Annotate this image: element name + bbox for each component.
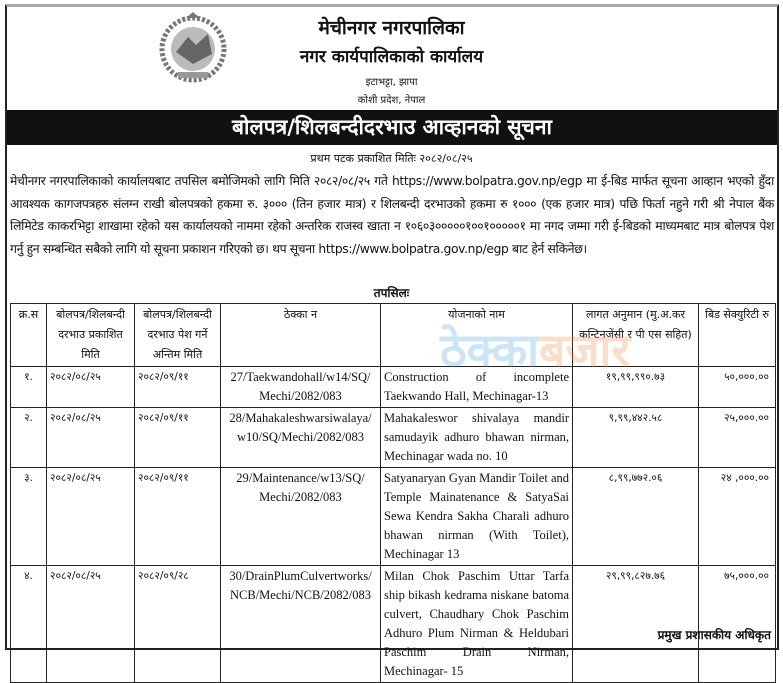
cell-bid-security: २५,०००.०० xyxy=(698,407,776,468)
cell-deadline: २०८२/०९/११ xyxy=(134,467,221,566)
table-caption: तपसिलः xyxy=(373,286,410,300)
cell-bid-security: ५०,०००.०० xyxy=(698,366,776,408)
cell-contract-no: 28/Mahakaleshwarsiwalaya/ w10/SQ/Mechi/2… xyxy=(220,407,381,468)
cell-sn: ३. xyxy=(10,467,47,566)
cell-contract-no: 30/DrainPlumCulvertworks/ NCB/Mechi/NCB/… xyxy=(220,565,381,683)
table-header-row: क्र.स बोलपत्र/शिलबन्दी दरभाउ प्रकाशित मि… xyxy=(10,303,776,367)
office-name: नगर कार्यपालिकाको कार्यालय xyxy=(299,47,484,67)
cell-deadline: २०८२/०९/११ xyxy=(134,366,221,408)
cell-contract-no: 27/Taekwandohall/w14/SQ/ Mechi/2082/083 xyxy=(220,366,381,408)
cell-published-date: २०८२/०८/२५ xyxy=(46,467,135,566)
notice-title: बोलपत्र/शिलबन्दीदरभाउ आव्हानको सूचना xyxy=(7,110,777,145)
cell-published-date: २०८२/०८/२५ xyxy=(46,366,135,408)
published-date: प्रथम पटक प्रकाशित मितिः २०८२/०८/२५ xyxy=(310,152,473,165)
table-row: ४. २०८२/०८/२५ २०८२/०९/२८ 30/DrainPlumCulver… xyxy=(10,565,776,683)
header-sn: क्र.स xyxy=(10,303,47,367)
cell-contract-no: 29/Maintenance/w13/SQ/ Mechi/2082/083 xyxy=(220,467,381,566)
cell-bid-security: २४ ,०००.०० xyxy=(698,467,776,566)
cell-cost-estimate: १९,९९,९९०.७३ xyxy=(572,366,699,408)
cell-sn: १. xyxy=(10,366,47,408)
cell-project-name: Milan Chok Paschim Uttar Tarfa ship bika… xyxy=(380,565,573,683)
header-deadline: बोलपत्र/शिलबन्दी दरभाउ पेश गर्ने अन्तिम … xyxy=(134,303,221,367)
header-bid-security: बिड सेक्युरिटी रु xyxy=(698,303,776,367)
address-line-1: इटाभट्टा, झापा xyxy=(365,77,418,88)
header-contract-no: ठेक्का न xyxy=(220,303,381,367)
cell-published-date: २०८२/०८/२५ xyxy=(46,407,135,468)
header-published-date: बोलपत्र/शिलबन्दी दरभाउ प्रकाशित मिति xyxy=(46,303,135,367)
table-row: २. २०८२/०८/२५ २०८२/०९/११ 28/Mahakaleshwarsi… xyxy=(10,407,776,468)
cell-bid-security: ७५,०००.०० xyxy=(698,565,776,683)
cell-sn: २. xyxy=(10,407,47,468)
cell-cost-estimate: ९,९९,४४२.५८ xyxy=(572,407,699,468)
cell-deadline: २०८२/०९/११ xyxy=(134,407,221,468)
signature-title: प्रमुख प्रशासकीय अधिकृत xyxy=(657,628,771,642)
cell-sn: ४. xyxy=(10,565,47,683)
cell-project-name: Mahakaleswor shivalaya mandir samudayik … xyxy=(380,407,573,468)
cell-published-date: २०८२/०८/२५ xyxy=(46,565,135,683)
cell-cost-estimate: २९,९९,८२७.७६ xyxy=(572,565,699,683)
municipality-name: मेचीनगर नगरपालिका xyxy=(318,17,465,39)
cell-project-name: Satyanaryan Gyan Mandir Toilet and Templ… xyxy=(380,467,573,566)
cell-project-name: Construction of incomplete Taekwando Hal… xyxy=(380,366,573,408)
nepal-government-emblem-icon xyxy=(159,12,227,83)
header-cost-estimate: लागत अनुमान (मु.अ.कर कन्टिनजेंसी र पी एस… xyxy=(572,303,699,367)
cell-deadline: २०८२/०९/२८ xyxy=(134,565,221,683)
notice-body: मेचीनगर नगरपालिकाको कार्यालयबाट तपसिल बम… xyxy=(10,174,774,256)
header-project-name: योजनाको नाम xyxy=(380,303,573,367)
table-row: ३. २०८२/०८/२५ २०८२/०९/११ 29/Maintenance/w13… xyxy=(10,467,776,566)
cell-cost-estimate: ८,९९,७७२.०६ xyxy=(572,467,699,566)
address-line-2: कोशी प्रदेश, नेपाल xyxy=(357,95,426,106)
table-row: १. २०८२/०८/२५ २०८२/०९/११ 27/Taekwandohall/w… xyxy=(10,366,776,408)
